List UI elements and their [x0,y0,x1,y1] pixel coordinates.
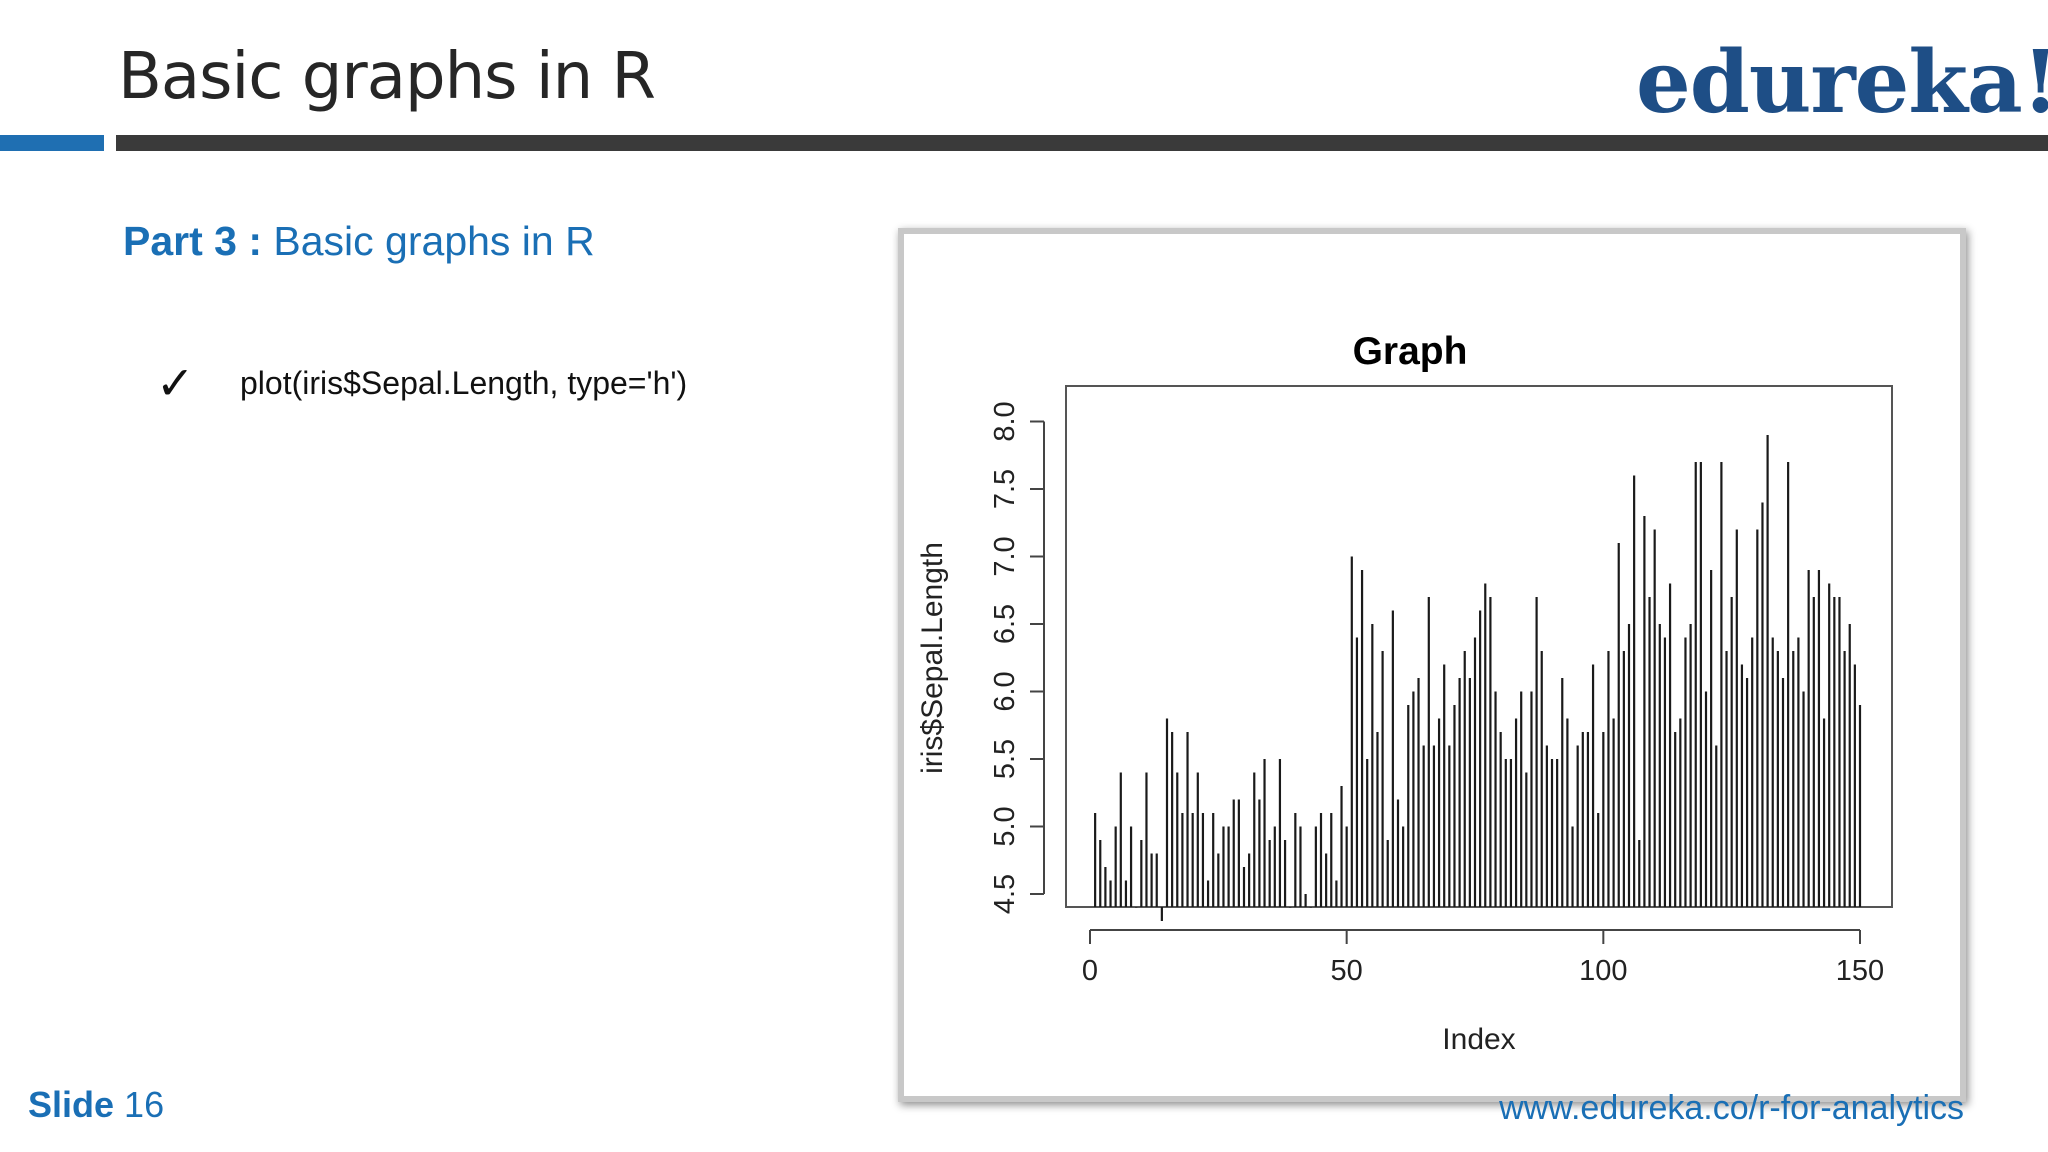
x-tick-label: 0 [1082,955,1098,987]
plot-box [1065,385,1893,908]
y-tick-label: 8.0 [989,401,1021,441]
y-tick-label: 6.0 [989,671,1021,711]
checkmark-icon: ✓ [156,356,195,410]
y-tick-label: 4.5 [989,874,1021,914]
edureka-logo: edureka! [1636,32,2048,133]
bullet-code-text: plot(iris$Sepal.Length, type='h') [240,364,688,401]
x-axis-label: Index [1442,1023,1515,1056]
y-tick-label: 5.0 [989,806,1021,846]
slide-title: Basic graphs in R [118,40,656,114]
x-tick-label: 50 [1331,955,1363,987]
part-heading: Part 3 : Basic graphs in R [123,218,595,265]
y-tick-label: 7.0 [989,536,1021,576]
chart-frame: Graph Index iris$Sepal.Length 0 50 100 150 4… [898,228,1966,1102]
chart-title: Graph [1353,330,1468,373]
y-tick-label: 5.5 [989,739,1021,779]
x-tick-label: 100 [1579,955,1627,987]
axes-group: 0 50 100 150 4.5 5.0 5.5 6.0 6.5 7.0 7.5 8.0 [989,401,1884,987]
y-axis-label: iris$Sepal.Length [916,542,949,774]
header-rule-accent [0,135,104,151]
y-tick-label: 6.5 [989,604,1021,644]
bullet-item: ✓ plot(iris$Sepal.Length, type='h') [156,356,687,410]
y-tick-label: 7.5 [989,469,1021,509]
header-rule [116,135,2048,151]
slide-word: Slide [28,1084,115,1125]
slide-number-label: Slide 16 [28,1084,164,1126]
histogram-plot: Graph Index iris$Sepal.Length 0 50 100 150 4… [916,330,1893,1056]
bars-group [1094,435,1862,921]
x-tick-label: 150 [1836,955,1884,987]
part-label: Part 3 : [123,218,262,264]
footer-url-link[interactable]: www.edureka.co/r-for-analytics [1499,1089,1964,1127]
slide-number: 16 [124,1084,165,1125]
part-title: Basic graphs in R [273,218,595,264]
